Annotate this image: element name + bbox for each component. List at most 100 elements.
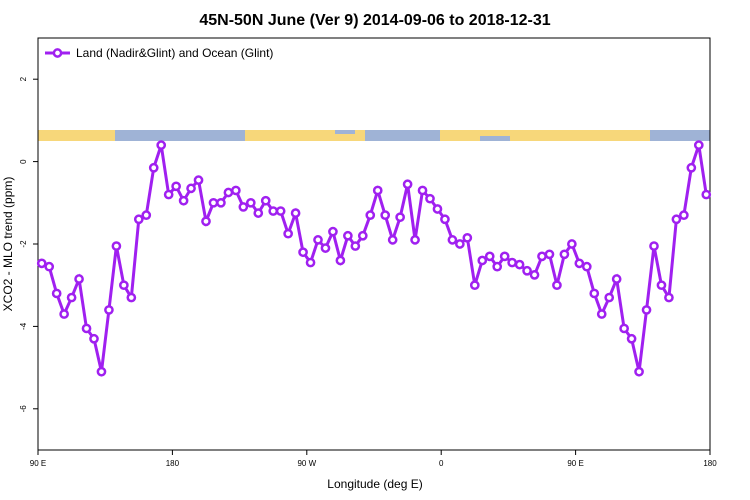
data-point	[425, 193, 435, 204]
data-point	[671, 214, 682, 225]
x-tick-label: 90 W	[297, 459, 316, 468]
data-point	[156, 140, 167, 150]
data-point	[477, 255, 488, 266]
data-point	[223, 187, 234, 198]
data-point	[59, 309, 69, 319]
data-point	[163, 189, 174, 200]
data-point	[701, 189, 712, 200]
data-point	[492, 261, 503, 272]
data-point	[141, 210, 152, 221]
data-point	[559, 249, 570, 260]
y-tick-label: 0	[19, 159, 28, 164]
data-point	[178, 195, 189, 206]
data-point	[469, 280, 480, 291]
data-point	[111, 241, 122, 251]
data-point	[693, 140, 704, 150]
data-point	[410, 235, 420, 245]
x-tick-label: 90 E	[30, 459, 46, 468]
data-point	[529, 270, 540, 280]
data-point	[298, 247, 308, 258]
data-point	[664, 292, 674, 303]
series-line	[41, 144, 708, 373]
data-point	[335, 255, 346, 266]
data-point	[74, 274, 84, 284]
data-point	[201, 216, 211, 227]
data-point	[36, 258, 47, 269]
data-point	[126, 292, 137, 303]
y-axis-label: XCO2 - MLO trend (ppm)	[1, 177, 15, 312]
x-tick-label: 0	[439, 459, 444, 468]
data-point	[641, 305, 652, 315]
plot-frame	[37, 37, 711, 451]
data-point	[432, 204, 443, 214]
chart-title: 45N-50N June (Ver 9) 2014-09-06 to 2018-…	[199, 12, 550, 29]
data-point	[320, 243, 331, 253]
data-point	[290, 208, 301, 218]
data-point	[96, 366, 107, 377]
data-point	[328, 226, 338, 237]
data-point	[350, 241, 361, 251]
data-point	[604, 292, 615, 303]
x-tick-label: 180	[166, 459, 180, 468]
data-point	[66, 292, 77, 303]
data-point	[119, 280, 129, 291]
data-point	[440, 214, 450, 225]
data-point	[619, 323, 629, 334]
data-point	[343, 230, 353, 241]
data-point	[387, 235, 398, 245]
data-point	[626, 333, 637, 344]
y-tick-label: -4	[19, 322, 28, 330]
data-point	[462, 232, 473, 243]
data-point	[679, 210, 689, 221]
y-tick-label: -6	[19, 405, 28, 413]
data-point	[656, 280, 667, 291]
map-strip	[38, 130, 710, 141]
data-point	[537, 251, 547, 262]
data-point	[186, 183, 196, 194]
x-tick-label: 180	[703, 459, 717, 468]
data-point	[402, 179, 413, 190]
data-point	[104, 305, 114, 315]
data-point	[649, 241, 659, 251]
data-point	[305, 257, 316, 268]
data-point	[208, 197, 219, 208]
data-point	[499, 251, 510, 262]
x-axis-label: Longitude (deg E)	[327, 477, 422, 491]
data-point	[313, 235, 323, 245]
data-point	[44, 261, 55, 272]
data-point	[395, 212, 405, 223]
data-point	[455, 239, 465, 249]
data-point	[522, 265, 532, 276]
data-point	[552, 280, 562, 291]
data-point	[171, 181, 181, 192]
data-point	[581, 261, 592, 272]
data-point	[365, 210, 376, 221]
data-point	[216, 197, 226, 208]
data-point	[260, 195, 271, 206]
data-point	[417, 185, 428, 196]
data-point	[51, 288, 62, 299]
data-point	[148, 162, 159, 173]
data-point	[81, 323, 92, 334]
data-point	[544, 249, 555, 260]
data-point	[89, 333, 99, 344]
legend-marker	[52, 48, 63, 58]
data-point	[611, 274, 622, 284]
data-point	[514, 259, 525, 270]
data-point	[380, 210, 391, 221]
data-point	[133, 214, 144, 225]
data-point	[238, 202, 249, 212]
data-point	[283, 228, 293, 239]
y-tick-label: -2	[19, 240, 28, 248]
data-point	[596, 309, 607, 319]
legend-label: Land (Nadir&Glint) and Ocean (Glint)	[76, 46, 273, 60]
data-point	[275, 206, 286, 216]
data-point	[372, 185, 383, 196]
data-point	[574, 258, 585, 269]
data-point	[193, 175, 204, 185]
data-point	[686, 162, 697, 173]
data-point	[589, 288, 600, 299]
data-point	[245, 197, 256, 208]
data-point	[567, 239, 577, 249]
